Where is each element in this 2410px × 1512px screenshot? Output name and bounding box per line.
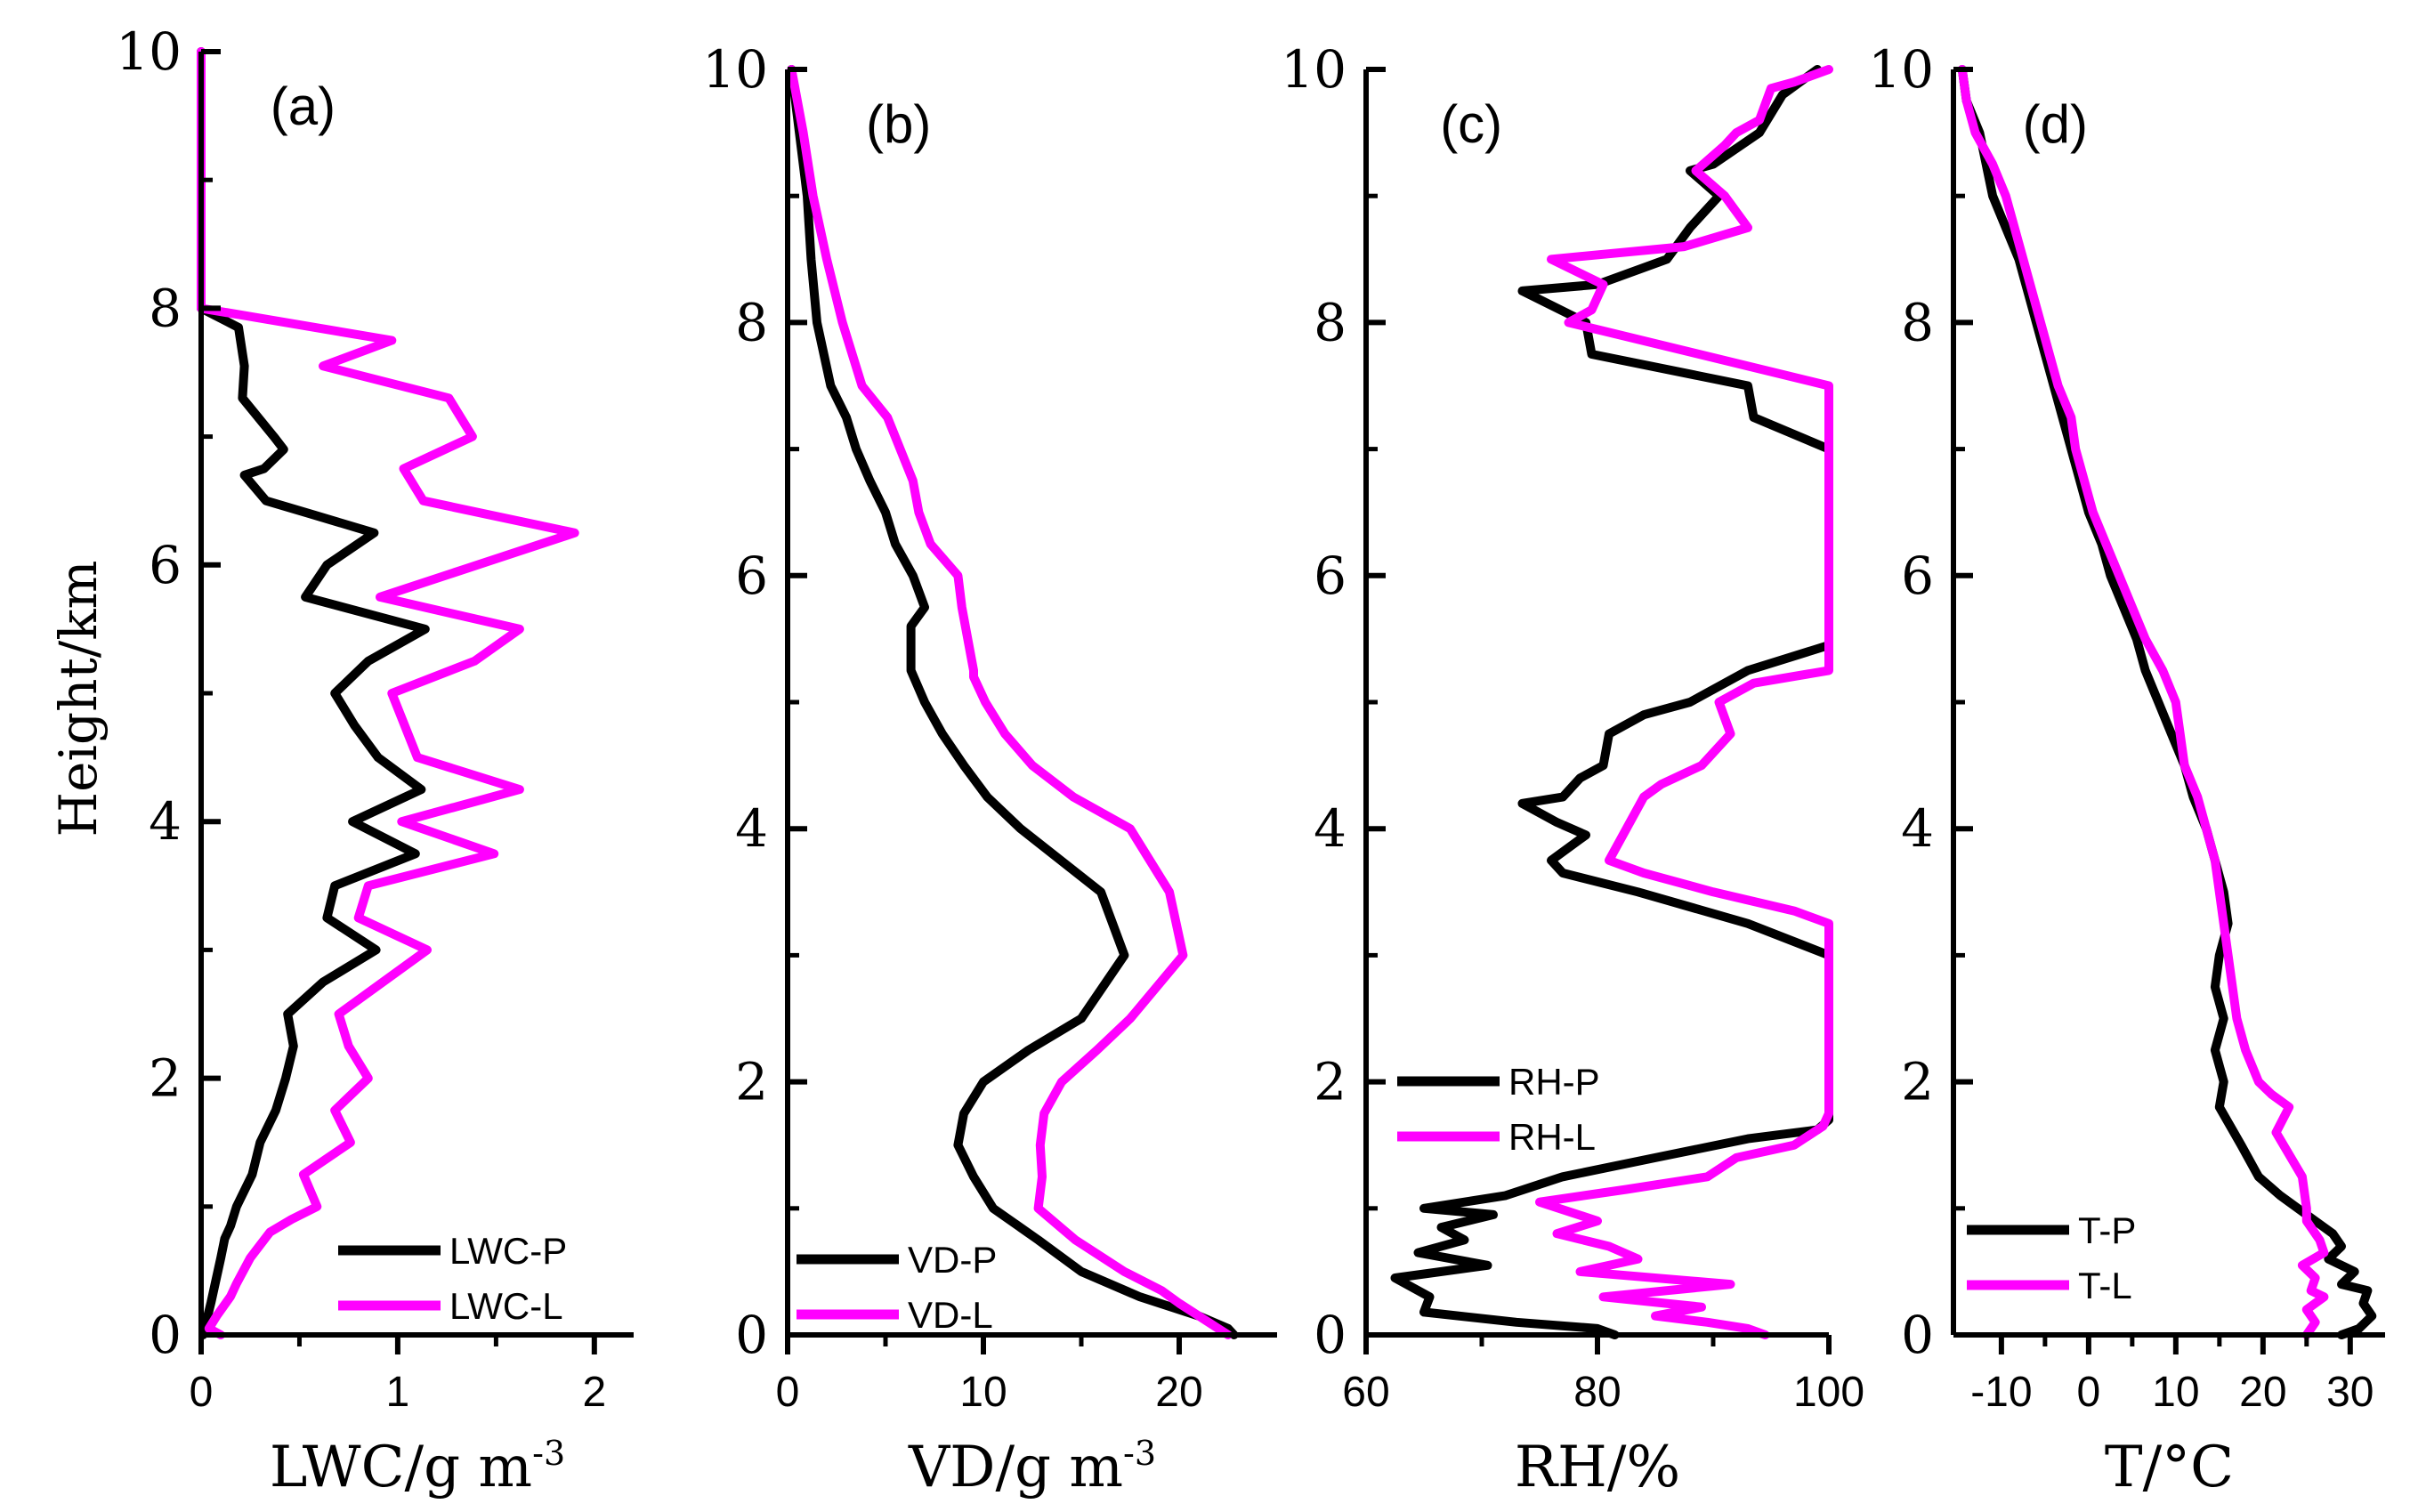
x-tick-label: 30 [2326, 1369, 2374, 1416]
legend-label-rh-p: RH-P [1508, 1061, 1600, 1103]
chart-panel-1: 0 2 4 6 8 10 0 1 2 (a) LWC/g m-3 LWC-P LWC-L [116, 21, 634, 1500]
series-line-vd-l [787, 65, 1233, 1339]
x-tick-label: 0 [776, 1369, 800, 1416]
x-tick-label: 1 [386, 1369, 410, 1416]
x-axis-title: T/°C [2105, 1435, 2234, 1500]
legend: RH-P RH-L [1397, 1061, 1600, 1158]
legend-label-lwc-l: LWC-L [449, 1285, 563, 1327]
y-tick-label: 2 [149, 1048, 182, 1109]
series-line-vd-p [787, 65, 1239, 1339]
panel-label: (a) [271, 77, 336, 136]
legend-label-t-l: T-L [2078, 1265, 2132, 1306]
y-tick-label: 4 [735, 798, 768, 859]
x-axis-title-superscript: -3 [532, 1434, 565, 1473]
x-tick-label: 60 [1342, 1369, 1389, 1416]
y-tick-label: 0 [149, 1305, 182, 1365]
chart-panel-2: 0 2 4 6 8 10 0 10 20 (b) VD/g m-3 VD-P VD-L [702, 39, 1277, 1500]
legend-label-t-p: T-P [2078, 1209, 2136, 1251]
y-tick-label: 6 [1314, 546, 1347, 606]
chart-panel-3: 0 2 4 6 8 10 60 80 100 (c) RH/% RH-P RH-L [1281, 39, 1864, 1500]
y-tick-label: 10 [116, 21, 182, 82]
y-tick-label: 10 [1868, 39, 1934, 100]
legend-label-lwc-p: LWC-P [449, 1230, 567, 1272]
x-tick-label: 10 [2152, 1369, 2199, 1416]
x-tick-label: 100 [1793, 1369, 1864, 1416]
y-tick-label: 8 [735, 292, 768, 352]
series-line-lwc-l [197, 47, 579, 1339]
y-tick-label: 4 [1901, 798, 1934, 859]
y-tick-label: 4 [1314, 798, 1347, 859]
legend: T-P T-L [1967, 1209, 2136, 1306]
chart-panel-4: 0 2 4 6 8 10 -10 0 10 20 30 (d) T/°C T-P T-L [1868, 39, 2385, 1500]
x-tick-label: -10 [1970, 1369, 2032, 1416]
y-tick-label: 4 [149, 791, 182, 852]
legend-label-vd-l: VD-L [908, 1294, 993, 1336]
shared-y-axis-label: Height/km [48, 561, 109, 837]
y-tick-label: 2 [1314, 1052, 1347, 1112]
y-tick-label: 6 [1901, 546, 1934, 606]
y-tick-label: 2 [735, 1052, 768, 1112]
x-tick-label: 20 [1155, 1369, 1202, 1416]
x-axis-title: RH/% [1515, 1435, 1680, 1500]
legend-label-rh-l: RH-L [1508, 1116, 1596, 1158]
y-tick-label: 0 [1901, 1305, 1934, 1365]
x-tick-label: 0 [190, 1369, 214, 1416]
legend-label-vd-p: VD-P [908, 1239, 997, 1281]
x-tick-label: 10 [959, 1369, 1007, 1416]
series-line-lwc-p [197, 47, 430, 1339]
panel-label: (c) [1440, 94, 1502, 154]
x-axis-title-superscript: -3 [1123, 1434, 1156, 1473]
y-tick-label: 0 [735, 1305, 768, 1365]
x-tick-label: 0 [2077, 1369, 2101, 1416]
y-tick-label: 0 [1314, 1305, 1347, 1365]
x-tick-label: 80 [1573, 1369, 1621, 1416]
x-tick-label: 20 [2239, 1369, 2286, 1416]
y-tick-label: 10 [702, 39, 768, 100]
y-tick-label: 10 [1281, 39, 1347, 100]
legend: VD-P VD-L [797, 1239, 997, 1336]
x-axis-title: LWC/g m-3 [270, 1434, 565, 1500]
series-line-t-l [1957, 65, 2329, 1339]
series-line-rh-p [1390, 65, 1833, 1339]
y-tick-label: 8 [1901, 292, 1934, 352]
panel-label: (b) [866, 94, 931, 154]
x-tick-label: 2 [582, 1369, 606, 1416]
legend: LWC-P LWC-L [338, 1230, 567, 1327]
y-tick-label: 6 [149, 535, 182, 595]
y-tick-label: 2 [1901, 1052, 1934, 1112]
x-axis-title: VD/g m-3 [908, 1434, 1156, 1500]
y-tick-label: 8 [1314, 292, 1347, 352]
y-tick-label: 6 [735, 546, 768, 606]
y-tick-label: 8 [149, 278, 182, 338]
series-line-rh-l [1535, 65, 1833, 1339]
panel-label: (d) [2023, 94, 2088, 154]
